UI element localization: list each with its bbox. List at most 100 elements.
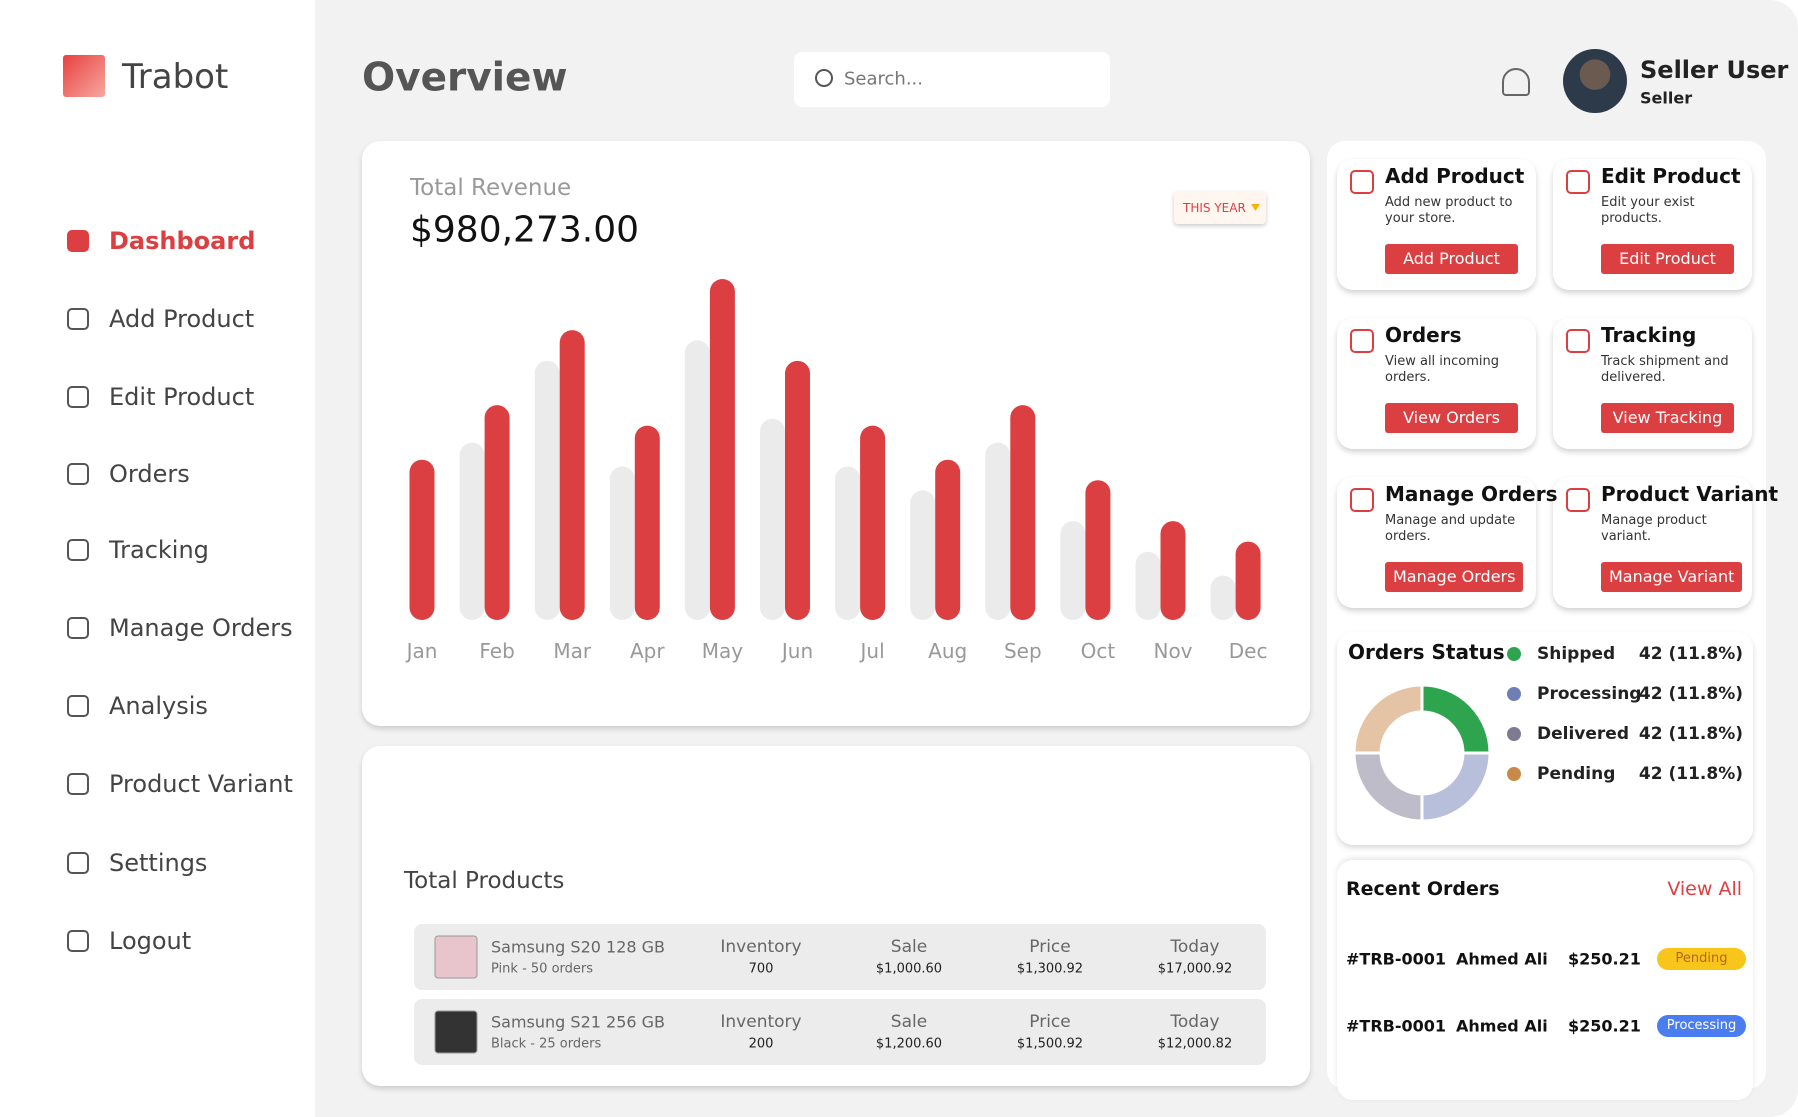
action-icon [1566, 488, 1590, 512]
logo [63, 55, 105, 97]
action-button[interactable]: Add Product [1385, 244, 1518, 274]
bell-icon[interactable] [1502, 68, 1530, 96]
x-tick-label: Oct [1080, 639, 1116, 663]
action-description: Add new product to your store. [1385, 195, 1513, 226]
action-title: Edit Product [1601, 164, 1741, 188]
menu-item[interactable]: Dashboard [109, 227, 256, 255]
product-detail: Black - 25 orders [491, 1036, 602, 1052]
column-header: Price [1029, 1012, 1071, 1032]
bar [1210, 575, 1236, 620]
bar [559, 330, 585, 620]
view-all-link[interactable]: View All [1667, 878, 1742, 900]
sidebar [0, 0, 315, 1117]
user-name: Seller User [1640, 56, 1789, 84]
menu-item[interactable]: Add Product [109, 305, 255, 333]
x-tick-label: Dec [1228, 639, 1268, 663]
donut-segment [1420, 683, 1492, 755]
action-title: Product Variant [1601, 482, 1779, 506]
action-button[interactable]: Manage Variant [1601, 562, 1743, 592]
action-title: Tracking [1601, 323, 1697, 347]
x-tick-label: Sep [1003, 639, 1042, 663]
filter-label[interactable]: THIS YEAR [1183, 201, 1246, 215]
column-value: 200 [748, 1036, 774, 1052]
status-badge: Pending [1657, 948, 1746, 970]
bar [709, 279, 735, 620]
action-title: Orders [1385, 323, 1462, 347]
menu-icon [67, 852, 89, 874]
bar [1160, 521, 1186, 620]
menu-item[interactable]: Product Variant [109, 770, 293, 798]
menu-icon [67, 773, 89, 795]
product-row [414, 924, 1266, 990]
column-header: Today [1170, 1012, 1220, 1032]
legend-label: Processing [1537, 684, 1642, 704]
product-detail: Pink - 50 orders [491, 961, 594, 977]
search-icon [815, 69, 833, 87]
menu-item[interactable]: Analysis [109, 692, 208, 720]
products-title: Total Products [404, 868, 565, 894]
x-tick-label: Mar [553, 639, 592, 663]
bar [910, 490, 936, 620]
menu-item[interactable]: Edit Product [109, 383, 255, 411]
menu-icon [67, 695, 89, 717]
donut-segment [1352, 751, 1424, 823]
column-value: 700 [748, 961, 774, 977]
recent-orders-card [1337, 860, 1753, 1100]
search-box[interactable] [794, 52, 1110, 107]
menu-icon [67, 308, 89, 330]
action-icon [1566, 329, 1590, 353]
action-title: Add Product [1385, 164, 1525, 188]
column-header: Sale [890, 937, 928, 957]
action-button[interactable]: View Tracking [1601, 403, 1734, 433]
order-cell: $250.21 [1568, 1016, 1641, 1036]
bar [1010, 405, 1036, 620]
revenue-card [362, 141, 1310, 726]
legend-dot [1507, 767, 1521, 781]
bar [459, 442, 485, 620]
legend-label: Delivered [1537, 724, 1629, 744]
bar [835, 466, 861, 620]
menu-icon [67, 463, 89, 485]
action-button[interactable]: Manage Orders [1385, 562, 1524, 592]
legend-value: 42 (11.8%) [1638, 764, 1743, 784]
action-description: Manage product variant. [1601, 513, 1707, 544]
action-icon [1566, 170, 1590, 194]
product-name: Samsung S21 256 GB [491, 1012, 666, 1032]
menu-item[interactable]: Tracking [109, 536, 209, 564]
action-button[interactable]: Edit Product [1601, 244, 1734, 274]
legend-label: Pending [1537, 764, 1616, 784]
x-tick-label: Feb [479, 639, 515, 663]
bar [534, 360, 560, 620]
menu-item[interactable]: Logout [109, 927, 192, 955]
x-tick-label: Jun [781, 639, 814, 663]
column-value: $12,000.82 [1157, 1036, 1233, 1052]
column-value: $1,500.92 [1016, 1036, 1084, 1052]
action-icon [1350, 329, 1374, 353]
x-tick-label: Jan [406, 639, 438, 663]
legend-value: 42 (11.8%) [1638, 684, 1743, 704]
menu-item[interactable]: Manage Orders [109, 614, 293, 642]
x-tick-label: Jul [860, 639, 885, 663]
avatar[interactable] [1563, 49, 1627, 113]
product-image [434, 935, 478, 979]
x-tick-label: Nov [1153, 639, 1193, 663]
x-tick-label: Aug [928, 639, 968, 663]
user-role: Seller [1640, 88, 1693, 108]
x-tick-label: May [701, 639, 744, 663]
bar [1235, 541, 1261, 620]
chart-title: Orders Status [1348, 640, 1505, 664]
menu-item[interactable]: Orders [109, 460, 190, 488]
chart-title: Total Revenue [410, 175, 572, 201]
menu-icon [67, 386, 89, 408]
product-row [414, 999, 1266, 1065]
order-cell: $250.21 [1568, 949, 1641, 969]
column-header: Sale [890, 1012, 928, 1032]
action-button[interactable]: View Orders [1385, 403, 1518, 433]
menu-item[interactable]: Settings [109, 849, 208, 877]
bar [760, 418, 785, 620]
product-name: Samsung S20 128 GB [491, 937, 666, 957]
filter-button[interactable] [1174, 191, 1266, 224]
column-value: $1,200.60 [875, 1036, 943, 1052]
bar [935, 459, 961, 620]
legend-dot [1507, 687, 1521, 701]
